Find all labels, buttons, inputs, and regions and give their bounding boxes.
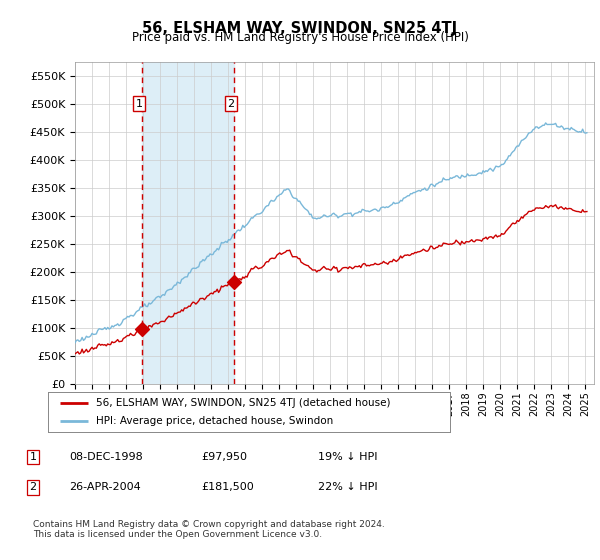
- Text: 56, ELSHAM WAY, SWINDON, SN25 4TJ: 56, ELSHAM WAY, SWINDON, SN25 4TJ: [142, 21, 458, 36]
- Text: Contains HM Land Registry data © Crown copyright and database right 2024.
This d: Contains HM Land Registry data © Crown c…: [33, 520, 385, 539]
- Point: [229, 278, 238, 287]
- Text: 19% ↓ HPI: 19% ↓ HPI: [318, 452, 377, 462]
- Text: £97,950: £97,950: [201, 452, 247, 462]
- Text: HPI: Average price, detached house, Swindon: HPI: Average price, detached house, Swin…: [96, 417, 334, 426]
- Text: £181,500: £181,500: [201, 482, 254, 492]
- Text: 22% ↓ HPI: 22% ↓ HPI: [318, 482, 377, 492]
- Text: 26-APR-2004: 26-APR-2004: [69, 482, 141, 492]
- Point: [137, 324, 146, 333]
- Text: 2: 2: [227, 99, 235, 109]
- Text: Price paid vs. HM Land Registry's House Price Index (HPI): Price paid vs. HM Land Registry's House …: [131, 31, 469, 44]
- Text: 08-DEC-1998: 08-DEC-1998: [69, 452, 143, 462]
- Text: 2: 2: [29, 482, 37, 492]
- Text: 56, ELSHAM WAY, SWINDON, SN25 4TJ (detached house): 56, ELSHAM WAY, SWINDON, SN25 4TJ (detac…: [96, 398, 391, 408]
- Bar: [142, 62, 233, 384]
- Text: 1: 1: [29, 452, 37, 462]
- Text: 1: 1: [136, 99, 143, 109]
